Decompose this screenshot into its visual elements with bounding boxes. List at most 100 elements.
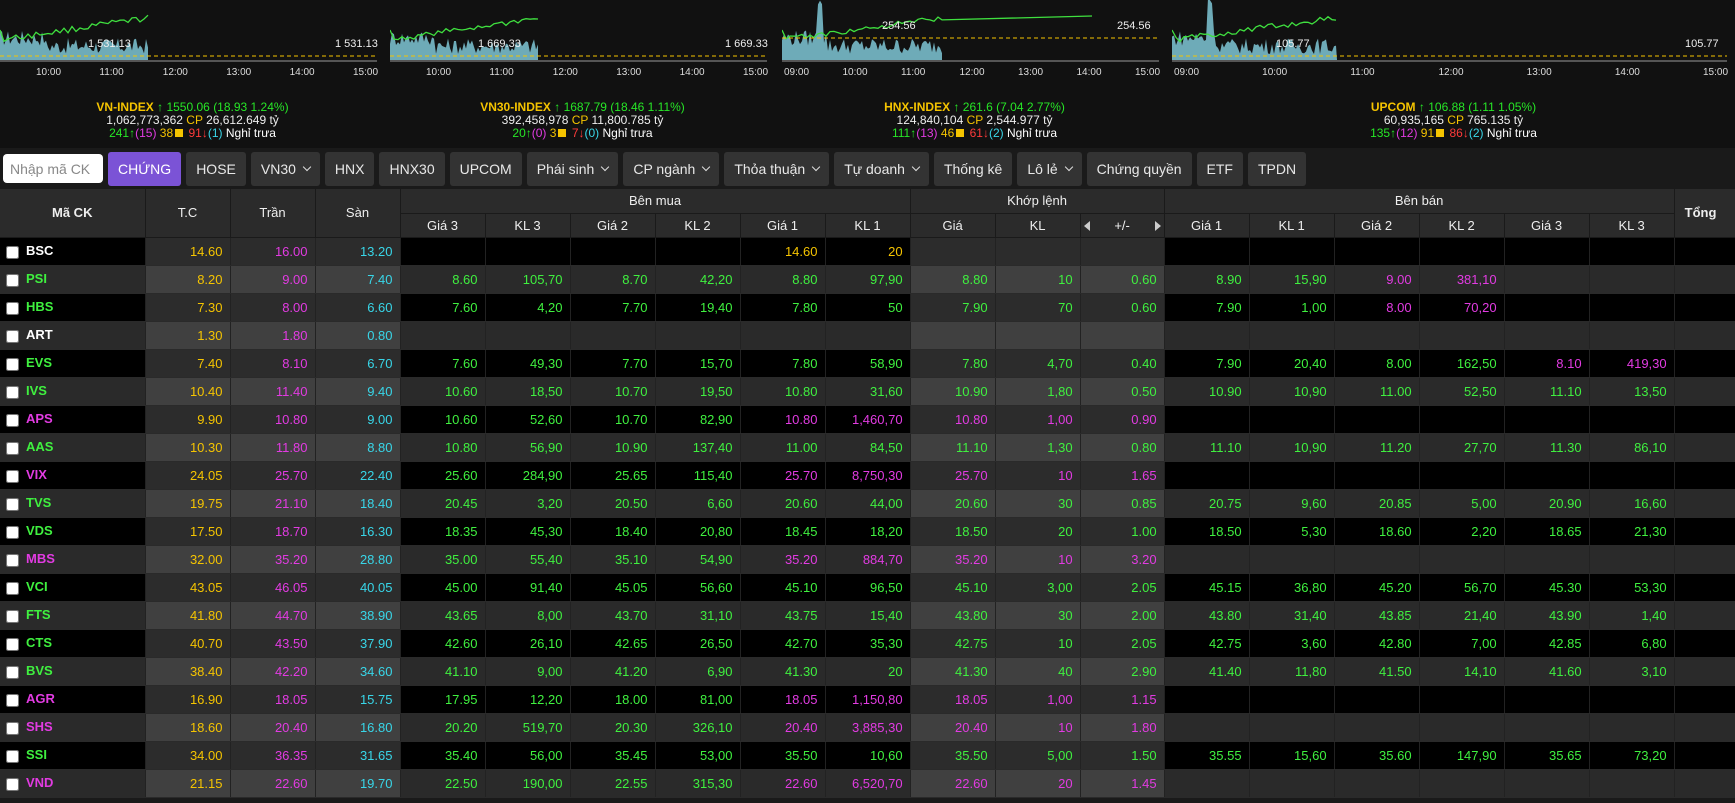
scroll-right-icon[interactable]	[1154, 220, 1161, 231]
row-checkbox[interactable]	[6, 581, 19, 595]
row-checkbox[interactable]	[6, 553, 19, 567]
symbol-cell[interactable]: MBS	[0, 545, 146, 574]
row-checkbox[interactable]	[6, 385, 19, 399]
symbol-cell[interactable]: TVS	[0, 489, 146, 518]
sell-cell-0: 41.40	[1164, 657, 1250, 686]
symbol-cell[interactable]: APS	[0, 405, 146, 434]
symbol-cell[interactable]: EVS	[0, 349, 146, 378]
symbol-cell[interactable]: VIX	[0, 461, 146, 490]
tab-etf[interactable]: ETF	[1196, 151, 1243, 186]
row-checkbox[interactable]	[6, 413, 19, 427]
tab-t-doanh[interactable]: Tự doanh	[834, 151, 929, 186]
table-row[interactable]: AAS 10.30 11.80 8.80 10.80 56,90 10.90 137,40 11…	[0, 433, 1735, 462]
ceil-price: 35.20	[230, 545, 316, 574]
table-row[interactable]: BSC 14.60 16.00 13.20 14.60 20	[0, 237, 1735, 266]
tab-label: CP ngành	[633, 160, 696, 177]
symbol-cell[interactable]: VDS	[0, 517, 146, 546]
symbol-cell[interactable]: IVS	[0, 377, 146, 406]
scroll-left-icon[interactable]	[1083, 220, 1090, 231]
row-checkbox[interactable]	[6, 329, 19, 343]
table-row[interactable]: TVS 19.75 21.10 18.40 20.45 3,20 20.50 6,60 20.6…	[0, 489, 1735, 518]
symbol-cell[interactable]: BSC	[0, 237, 146, 266]
match-cell-0: 8.80	[910, 265, 996, 294]
table-row[interactable]: VCI 43.05 46.05 40.05 45.00 91,40 45.05 56,60 45…	[0, 573, 1735, 602]
symbol-cell[interactable]: CTS	[0, 629, 146, 658]
buy-cell-0: 43.65	[400, 601, 486, 630]
symbol-cell[interactable]: HBS	[0, 293, 146, 322]
ref-price: 19.75	[145, 489, 231, 518]
table-row[interactable]: VND 21.15 22.60 19.70 22.50 190,00 22.55 315,30…	[0, 769, 1735, 798]
tab-th-a-thu-n[interactable]: Thỏa thuận	[724, 151, 830, 186]
ceil-price: 16.00	[230, 237, 316, 266]
match-cell-1	[995, 237, 1081, 266]
row-checkbox[interactable]	[6, 273, 19, 287]
table-row[interactable]: FTS 41.80 44.70 38.90 43.65 8,00 43.70 31,10 43.…	[0, 601, 1735, 630]
tab-hose[interactable]: HOSE	[186, 151, 246, 186]
row-checkbox[interactable]	[6, 301, 19, 315]
sell-cell-1: 3,60	[1249, 629, 1335, 658]
row-checkbox[interactable]	[6, 469, 19, 483]
table-row[interactable]: ART 1.30 1.80 0.80	[0, 321, 1735, 350]
sell-cell-0: 10.90	[1164, 377, 1250, 406]
row-checkbox[interactable]	[6, 357, 19, 371]
floor-count: (1)	[207, 126, 223, 140]
symbol-cell[interactable]: FTS	[0, 601, 146, 630]
symbol-cell[interactable]: SSI	[0, 741, 146, 770]
symbol-cell[interactable]: VCI	[0, 573, 146, 602]
tab-cp-ng-nh[interactable]: CP ngành	[623, 151, 720, 186]
tab-hnx[interactable]: HNX	[324, 151, 375, 186]
table-row[interactable]: CTS 40.70 43.50 37.90 42.60 26,10 42.65 26,50 42…	[0, 629, 1735, 658]
row-checkbox[interactable]	[6, 637, 19, 651]
table-row[interactable]: VIX 24.05 25.70 22.40 25.60 284,90 25.65 115,40…	[0, 461, 1735, 490]
buy-cell-3: 20,80	[655, 517, 741, 546]
table-row[interactable]: BVS 38.40 42.20 34.60 41.10 9,00 41.20 6,90 41.3…	[0, 657, 1735, 686]
sell-cell-3	[1419, 321, 1505, 350]
row-checkbox[interactable]	[6, 665, 19, 679]
symbol-cell[interactable]: PSI	[0, 265, 146, 294]
table-row[interactable]: SHS 18.60 20.40 16.80 20.20 519,70 20.30 326,10…	[0, 713, 1735, 742]
symbol-cell[interactable]: VND	[0, 769, 146, 798]
row-checkbox[interactable]	[6, 693, 19, 707]
tab-l-l-[interactable]: Lô lẻ	[1017, 151, 1082, 186]
buy-cell-1: 52,60	[485, 405, 571, 434]
row-checkbox[interactable]	[6, 609, 19, 623]
tab-ph-i-sinh[interactable]: Phái sinh	[526, 151, 619, 186]
table-row[interactable]: APS 9.90 10.80 9.00 10.60 52,60 10.70 82,90 10.8…	[0, 405, 1735, 434]
table-row[interactable]: SSI 34.00 36.35 31.65 35.40 56,00 35.45 53,00 35…	[0, 741, 1735, 770]
ceil-price: 10.80	[230, 405, 316, 434]
match-cell-0: 10.80	[910, 405, 996, 434]
table-row[interactable]: MBS 32.00 35.20 28.80 35.00 55,40 35.10 54,90 35…	[0, 545, 1735, 574]
buy-cell-2: 8.70	[570, 265, 656, 294]
symbol-cell[interactable]: AGR	[0, 685, 146, 714]
tab-vn30[interactable]: VN30	[250, 151, 320, 186]
match-cell-0: 35.20	[910, 545, 996, 574]
tab-ch-ng[interactable]: CHỨNG	[108, 151, 182, 186]
symbol-cell[interactable]: ART	[0, 321, 146, 350]
table-row[interactable]: AGR 16.90 18.05 15.75 17.95 12,20 18.00 81,00 18…	[0, 685, 1735, 714]
table-row[interactable]: EVS 7.40 8.10 6.70 7.60 49,30 7.70 15,70 7.80 58,…	[0, 349, 1735, 378]
tab-upcom[interactable]: UPCOM	[449, 151, 522, 186]
row-checkbox[interactable]	[6, 497, 19, 511]
sell-cell-2	[1334, 237, 1420, 266]
tab-hnx30[interactable]: HNX30	[379, 151, 445, 186]
symbol-cell[interactable]: BVS	[0, 657, 146, 686]
row-checkbox[interactable]	[6, 245, 19, 259]
row-checkbox[interactable]	[6, 525, 19, 539]
search-input[interactable]	[3, 154, 103, 183]
row-checkbox[interactable]	[6, 721, 19, 735]
table-row[interactable]: VDS 17.50 18.70 16.30 18.35 45,30 18.40 20,80 18…	[0, 517, 1735, 546]
tab-ch-ng-quy-n[interactable]: Chứng quyền	[1086, 151, 1192, 186]
table-row[interactable]: PSI 8.20 9.00 7.40 8.60 105,70 8.70 42,20 8.80 97…	[0, 265, 1735, 294]
total-cell	[1674, 489, 1735, 518]
row-checkbox[interactable]	[6, 777, 19, 791]
tab-th-ng-k-[interactable]: Thống kê	[933, 151, 1013, 186]
symbol-text: HBS	[26, 299, 54, 315]
symbol-cell[interactable]: AAS	[0, 433, 146, 462]
symbol-cell[interactable]: SHS	[0, 713, 146, 742]
table-row[interactable]: IVS 10.40 11.40 9.40 10.60 18,50 10.70 19,50 10.…	[0, 377, 1735, 406]
buy-cell-4: 8.80	[740, 265, 826, 294]
row-checkbox[interactable]	[6, 749, 19, 763]
table-row[interactable]: HBS 7.30 8.00 6.60 7.60 4,20 7.70 19,40 7.80 50 7.…	[0, 293, 1735, 322]
row-checkbox[interactable]	[6, 441, 19, 455]
tab-tpdn[interactable]: TPDN	[1248, 151, 1307, 186]
